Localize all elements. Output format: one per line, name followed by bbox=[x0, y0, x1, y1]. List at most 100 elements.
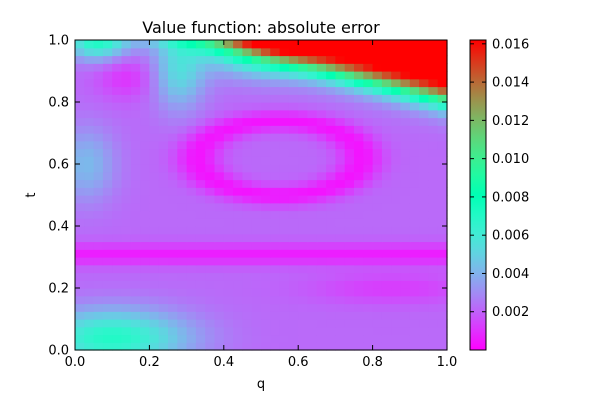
x-axis-ticks: 0.0 0.2 0.4 0.6 0.8 1.0 bbox=[65, 40, 457, 370]
heatmap-cell bbox=[223, 86, 234, 95]
heatmap-cell bbox=[84, 125, 95, 134]
heatmap-cell bbox=[93, 171, 104, 181]
heatmap-cell bbox=[177, 210, 188, 219]
heatmap-cell bbox=[279, 125, 290, 134]
heatmap-cell bbox=[75, 334, 85, 343]
heatmap-cell bbox=[316, 179, 327, 188]
heatmap-cell bbox=[409, 71, 420, 80]
heatmap-cell bbox=[298, 63, 309, 72]
tick-label: 0.6 bbox=[48, 158, 69, 173]
heatmap-cell bbox=[186, 342, 197, 351]
heatmap-cell bbox=[326, 187, 336, 196]
heatmap-cell bbox=[75, 148, 85, 157]
heatmap-cell bbox=[251, 202, 262, 212]
heatmap-cell bbox=[279, 117, 290, 126]
heatmap-cell bbox=[186, 133, 197, 142]
heatmap-cell bbox=[242, 55, 253, 64]
heatmap-cell bbox=[205, 78, 216, 88]
heatmap-cell bbox=[177, 288, 188, 297]
heatmap-cell bbox=[102, 226, 113, 235]
heatmap-cell bbox=[149, 140, 160, 150]
heatmap-cell bbox=[307, 288, 318, 297]
tick-label: 0.002 bbox=[492, 305, 529, 320]
heatmap-cell bbox=[214, 133, 225, 142]
heatmap-cell bbox=[326, 272, 336, 281]
heatmap-cell bbox=[381, 117, 392, 126]
heatmap-cell bbox=[102, 195, 113, 204]
heatmap-cell bbox=[354, 140, 364, 150]
heatmap-cell bbox=[344, 78, 355, 88]
heatmap-cell bbox=[158, 342, 169, 351]
heatmap-cell bbox=[84, 71, 95, 80]
heatmap-cell bbox=[261, 218, 271, 227]
heatmap-cell bbox=[381, 148, 392, 157]
heatmap-cell bbox=[326, 249, 336, 258]
heatmap-cell bbox=[168, 311, 178, 320]
heatmap-cell bbox=[419, 40, 429, 49]
heatmap-cell bbox=[112, 264, 123, 274]
heatmap-cell bbox=[279, 179, 290, 188]
heatmap-cell bbox=[223, 295, 234, 305]
heatmap-cell bbox=[195, 280, 206, 289]
heatmap-cell bbox=[121, 280, 132, 289]
heatmap-cell bbox=[177, 133, 188, 142]
heatmap-cell bbox=[372, 202, 383, 212]
heatmap-cell bbox=[381, 303, 392, 312]
heatmap-cell bbox=[140, 102, 150, 111]
heatmap-cell bbox=[233, 164, 243, 173]
heatmap-cell bbox=[419, 288, 429, 297]
heatmap-cell bbox=[391, 303, 402, 312]
heatmap-cell bbox=[186, 86, 197, 95]
heatmap-cell bbox=[381, 218, 392, 227]
heatmap-cell bbox=[177, 179, 188, 188]
heatmap-cell bbox=[437, 125, 448, 134]
heatmap-cell bbox=[409, 319, 420, 328]
heatmap-cell bbox=[121, 133, 132, 142]
heatmap-cell bbox=[428, 202, 439, 212]
heatmap-cell bbox=[391, 40, 402, 49]
heatmap-cell bbox=[354, 40, 364, 49]
heatmap-cell bbox=[326, 326, 336, 336]
heatmap-cell bbox=[437, 187, 448, 196]
heatmap-cell bbox=[437, 117, 448, 126]
heatmap-cell bbox=[121, 179, 132, 188]
heatmap-cell bbox=[400, 133, 411, 142]
heatmap-cell bbox=[93, 71, 104, 80]
heatmap-cell bbox=[84, 334, 95, 343]
heatmap-cell bbox=[140, 226, 150, 235]
heatmap-cell bbox=[168, 264, 178, 274]
heatmap-cell bbox=[186, 140, 197, 150]
heatmap-cell bbox=[400, 148, 411, 157]
heatmap-cell bbox=[205, 94, 216, 103]
heatmap-cell bbox=[344, 218, 355, 227]
heatmap-cell bbox=[261, 171, 271, 181]
heatmap-cell bbox=[75, 311, 85, 320]
heatmap-cell bbox=[186, 63, 197, 72]
heatmap-cell bbox=[177, 342, 188, 351]
heatmap-cell bbox=[279, 233, 290, 243]
heatmap-cell bbox=[186, 226, 197, 235]
heatmap-cell bbox=[158, 148, 169, 157]
heatmap-cell bbox=[363, 241, 374, 250]
heatmap-cell bbox=[381, 195, 392, 204]
heatmap-cell bbox=[419, 319, 429, 328]
heatmap-cell bbox=[168, 78, 178, 88]
heatmap-cell bbox=[149, 311, 160, 320]
heatmap-cell bbox=[75, 288, 85, 297]
heatmap-cell bbox=[419, 55, 429, 64]
heatmap-cell bbox=[391, 319, 402, 328]
heatmap-cell bbox=[261, 86, 271, 95]
heatmap-cell bbox=[363, 109, 374, 119]
heatmap-cell bbox=[205, 319, 216, 328]
heatmap-cell bbox=[344, 125, 355, 134]
heatmap-cell bbox=[419, 249, 429, 258]
heatmap-cell bbox=[205, 280, 216, 289]
heatmap-cell bbox=[270, 71, 281, 80]
heatmap-cell bbox=[400, 249, 411, 258]
heatmap-cell bbox=[93, 233, 104, 243]
heatmap-cell bbox=[75, 63, 85, 72]
heatmap-cell bbox=[168, 319, 178, 328]
heatmap-cell bbox=[102, 171, 113, 181]
heatmap-cell bbox=[381, 40, 392, 49]
